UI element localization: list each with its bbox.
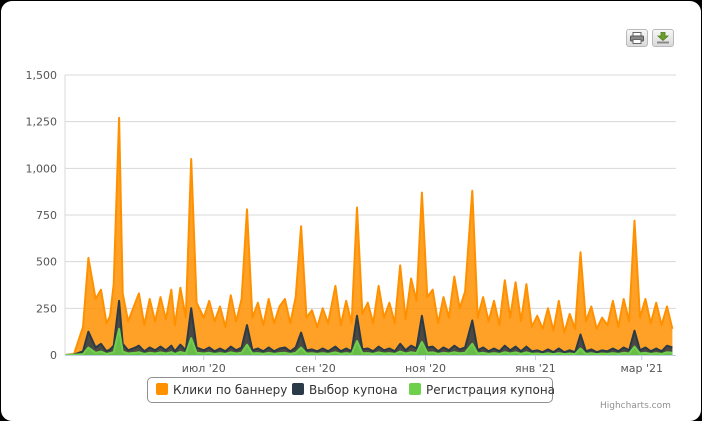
x-tick-label: июл '20 (182, 362, 226, 375)
y-tick-label: 0 (50, 349, 57, 362)
y-tick-label: 250 (36, 302, 57, 315)
legend-item-coupon-select[interactable]: Выбор купона (292, 383, 398, 399)
legend-swatch-coupon-register (409, 383, 421, 395)
y-tick-label: 750 (36, 209, 57, 222)
chart-legend: Клики по баннеру Выбор купона Регистраци… (147, 377, 555, 403)
print-button[interactable] (626, 29, 648, 47)
series-line-1 (64, 299, 673, 356)
legend-label-clicks: Клики по баннеру (173, 383, 288, 397)
y-tick-label: 1,500 (26, 69, 58, 82)
legend-label-coupon-select: Выбор купона (309, 383, 398, 397)
x-tick-label: сен '20 (295, 362, 336, 375)
x-tick-label: янв '21 (515, 362, 556, 375)
series-line-2 (64, 327, 673, 356)
y-tick-label: 1,250 (26, 116, 58, 129)
grid-lines (65, 74, 676, 309)
legend-item-coupon-register[interactable]: Регистрация купона (409, 383, 555, 399)
series-line-0 (64, 116, 674, 356)
download-button[interactable] (652, 29, 674, 47)
legend-label-coupon-register: Регистрация купона (426, 383, 556, 397)
series-areas (64, 116, 674, 356)
printer-icon (630, 32, 644, 44)
x-tick-label: мар '21 (620, 362, 663, 375)
download-icon (656, 32, 670, 44)
x-tick-label: ноя '20 (405, 362, 446, 375)
chart-credits[interactable]: Highcharts.com (600, 401, 671, 411)
axes: 0 250 500 750 1,000 1,250 1,500 июл '20 сен '20 н… (26, 69, 676, 375)
y-tick-label: 1,000 (26, 162, 58, 175)
legend-swatch-clicks (156, 383, 168, 395)
legend-swatch-coupon-select (292, 383, 304, 395)
legend-item-clicks[interactable]: Клики по баннеру (156, 383, 287, 399)
area-chart: 0 250 500 750 1,000 1,250 1,500 июл '20 сен '20 н… (26, 69, 676, 375)
y-tick-label: 500 (36, 256, 57, 269)
